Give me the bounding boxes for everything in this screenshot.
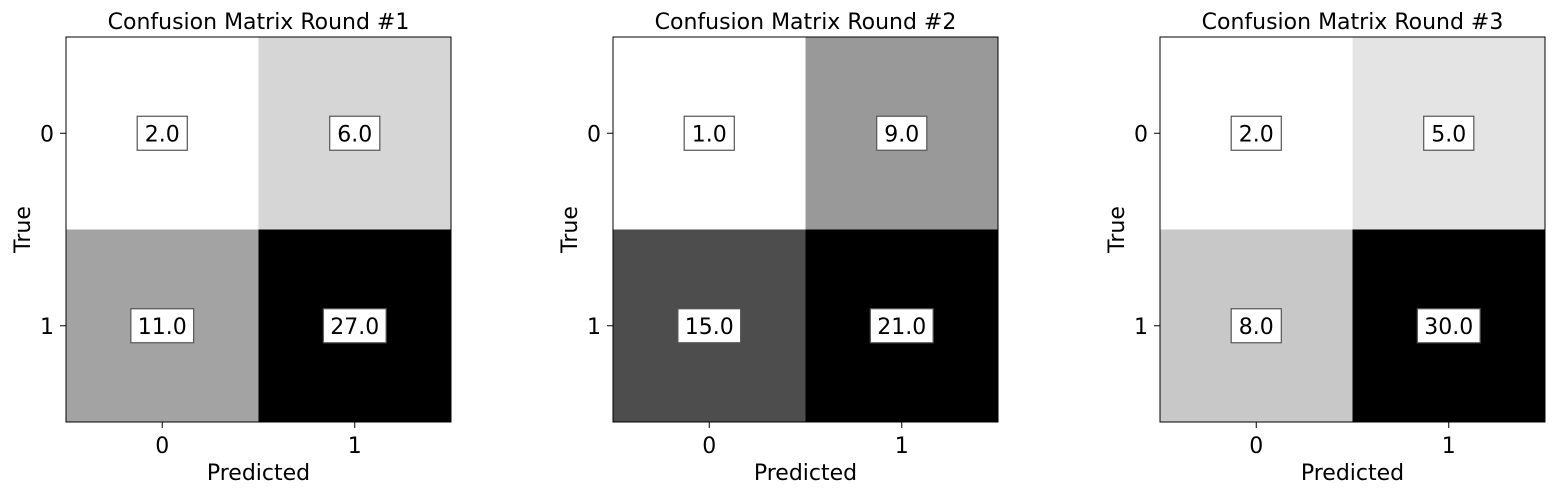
cell-value-label: 6.0 bbox=[337, 122, 372, 147]
cell-value-label: 9.0 bbox=[884, 122, 919, 147]
cell-value-box bbox=[1423, 115, 1475, 151]
cell-value-label: 2.0 bbox=[145, 122, 180, 147]
panel-1: 2.0 6.0 11.0 27.0 0 1 0 1 Confusion Matrix Round… bbox=[11, 10, 452, 486]
chart-title: Confusion Matrix Round #2 bbox=[655, 10, 957, 35]
cell-value-box bbox=[322, 308, 387, 344]
y-axis-label: True bbox=[11, 206, 36, 254]
cell-value-box bbox=[677, 308, 742, 344]
cell-value-label: 2.0 bbox=[1239, 122, 1274, 147]
y-tick-label: 1 bbox=[587, 315, 601, 340]
y-tick-label: 1 bbox=[1134, 315, 1148, 340]
y-axis-label: True bbox=[558, 206, 583, 254]
panel-3: 2.0 5.0 8.0 30.0 0 1 0 1 Confusion Matrix Round … bbox=[1105, 10, 1546, 486]
cell-value-box bbox=[1416, 308, 1481, 344]
cell-value-label: 5.0 bbox=[1431, 122, 1466, 147]
cell-value-label: 21.0 bbox=[877, 315, 926, 340]
y-tick-label: 0 bbox=[40, 122, 54, 147]
x-axis-label: Predicted bbox=[1301, 461, 1404, 486]
y-tick-label: 0 bbox=[587, 122, 601, 147]
x-tick-label: 0 bbox=[155, 434, 169, 459]
cell-value-label: 11.0 bbox=[138, 315, 187, 340]
x-tick-label: 1 bbox=[348, 434, 362, 459]
cell-value-box bbox=[876, 115, 928, 151]
x-tick-label: 1 bbox=[1442, 434, 1456, 459]
cell-value-box bbox=[869, 308, 934, 344]
cell-value-box bbox=[683, 115, 735, 151]
x-tick-label: 0 bbox=[1249, 434, 1263, 459]
x-tick-label: 0 bbox=[702, 434, 716, 459]
y-tick-label: 1 bbox=[40, 315, 54, 340]
cell-value-label: 8.0 bbox=[1239, 315, 1274, 340]
y-axis-label: True bbox=[1105, 206, 1130, 254]
plot-frame bbox=[65, 36, 452, 423]
cell-value-box bbox=[1230, 308, 1282, 344]
cell-value-box bbox=[130, 308, 195, 344]
chart-title: Confusion Matrix Round #3 bbox=[1202, 10, 1504, 35]
x-tick-label: 1 bbox=[895, 434, 909, 459]
panel-2: 1.0 9.0 15.0 21.0 0 1 0 1 Confusion Matrix Round… bbox=[558, 10, 999, 486]
cell-value-label: 1.0 bbox=[692, 122, 727, 147]
cell-value-label: 27.0 bbox=[330, 315, 379, 340]
cell-value-box bbox=[1230, 115, 1282, 151]
y-tick-label: 0 bbox=[1134, 122, 1148, 147]
cell-value-label: 15.0 bbox=[685, 315, 734, 340]
x-axis-label: Predicted bbox=[207, 461, 310, 486]
x-axis-label: Predicted bbox=[754, 461, 857, 486]
plot-frame bbox=[612, 36, 999, 423]
chart-title: Confusion Matrix Round #1 bbox=[108, 10, 410, 35]
cell-value-label: 30.0 bbox=[1424, 315, 1473, 340]
cell-value-box bbox=[136, 115, 188, 151]
cell-value-box bbox=[329, 115, 381, 151]
plot-frame bbox=[1159, 36, 1546, 423]
